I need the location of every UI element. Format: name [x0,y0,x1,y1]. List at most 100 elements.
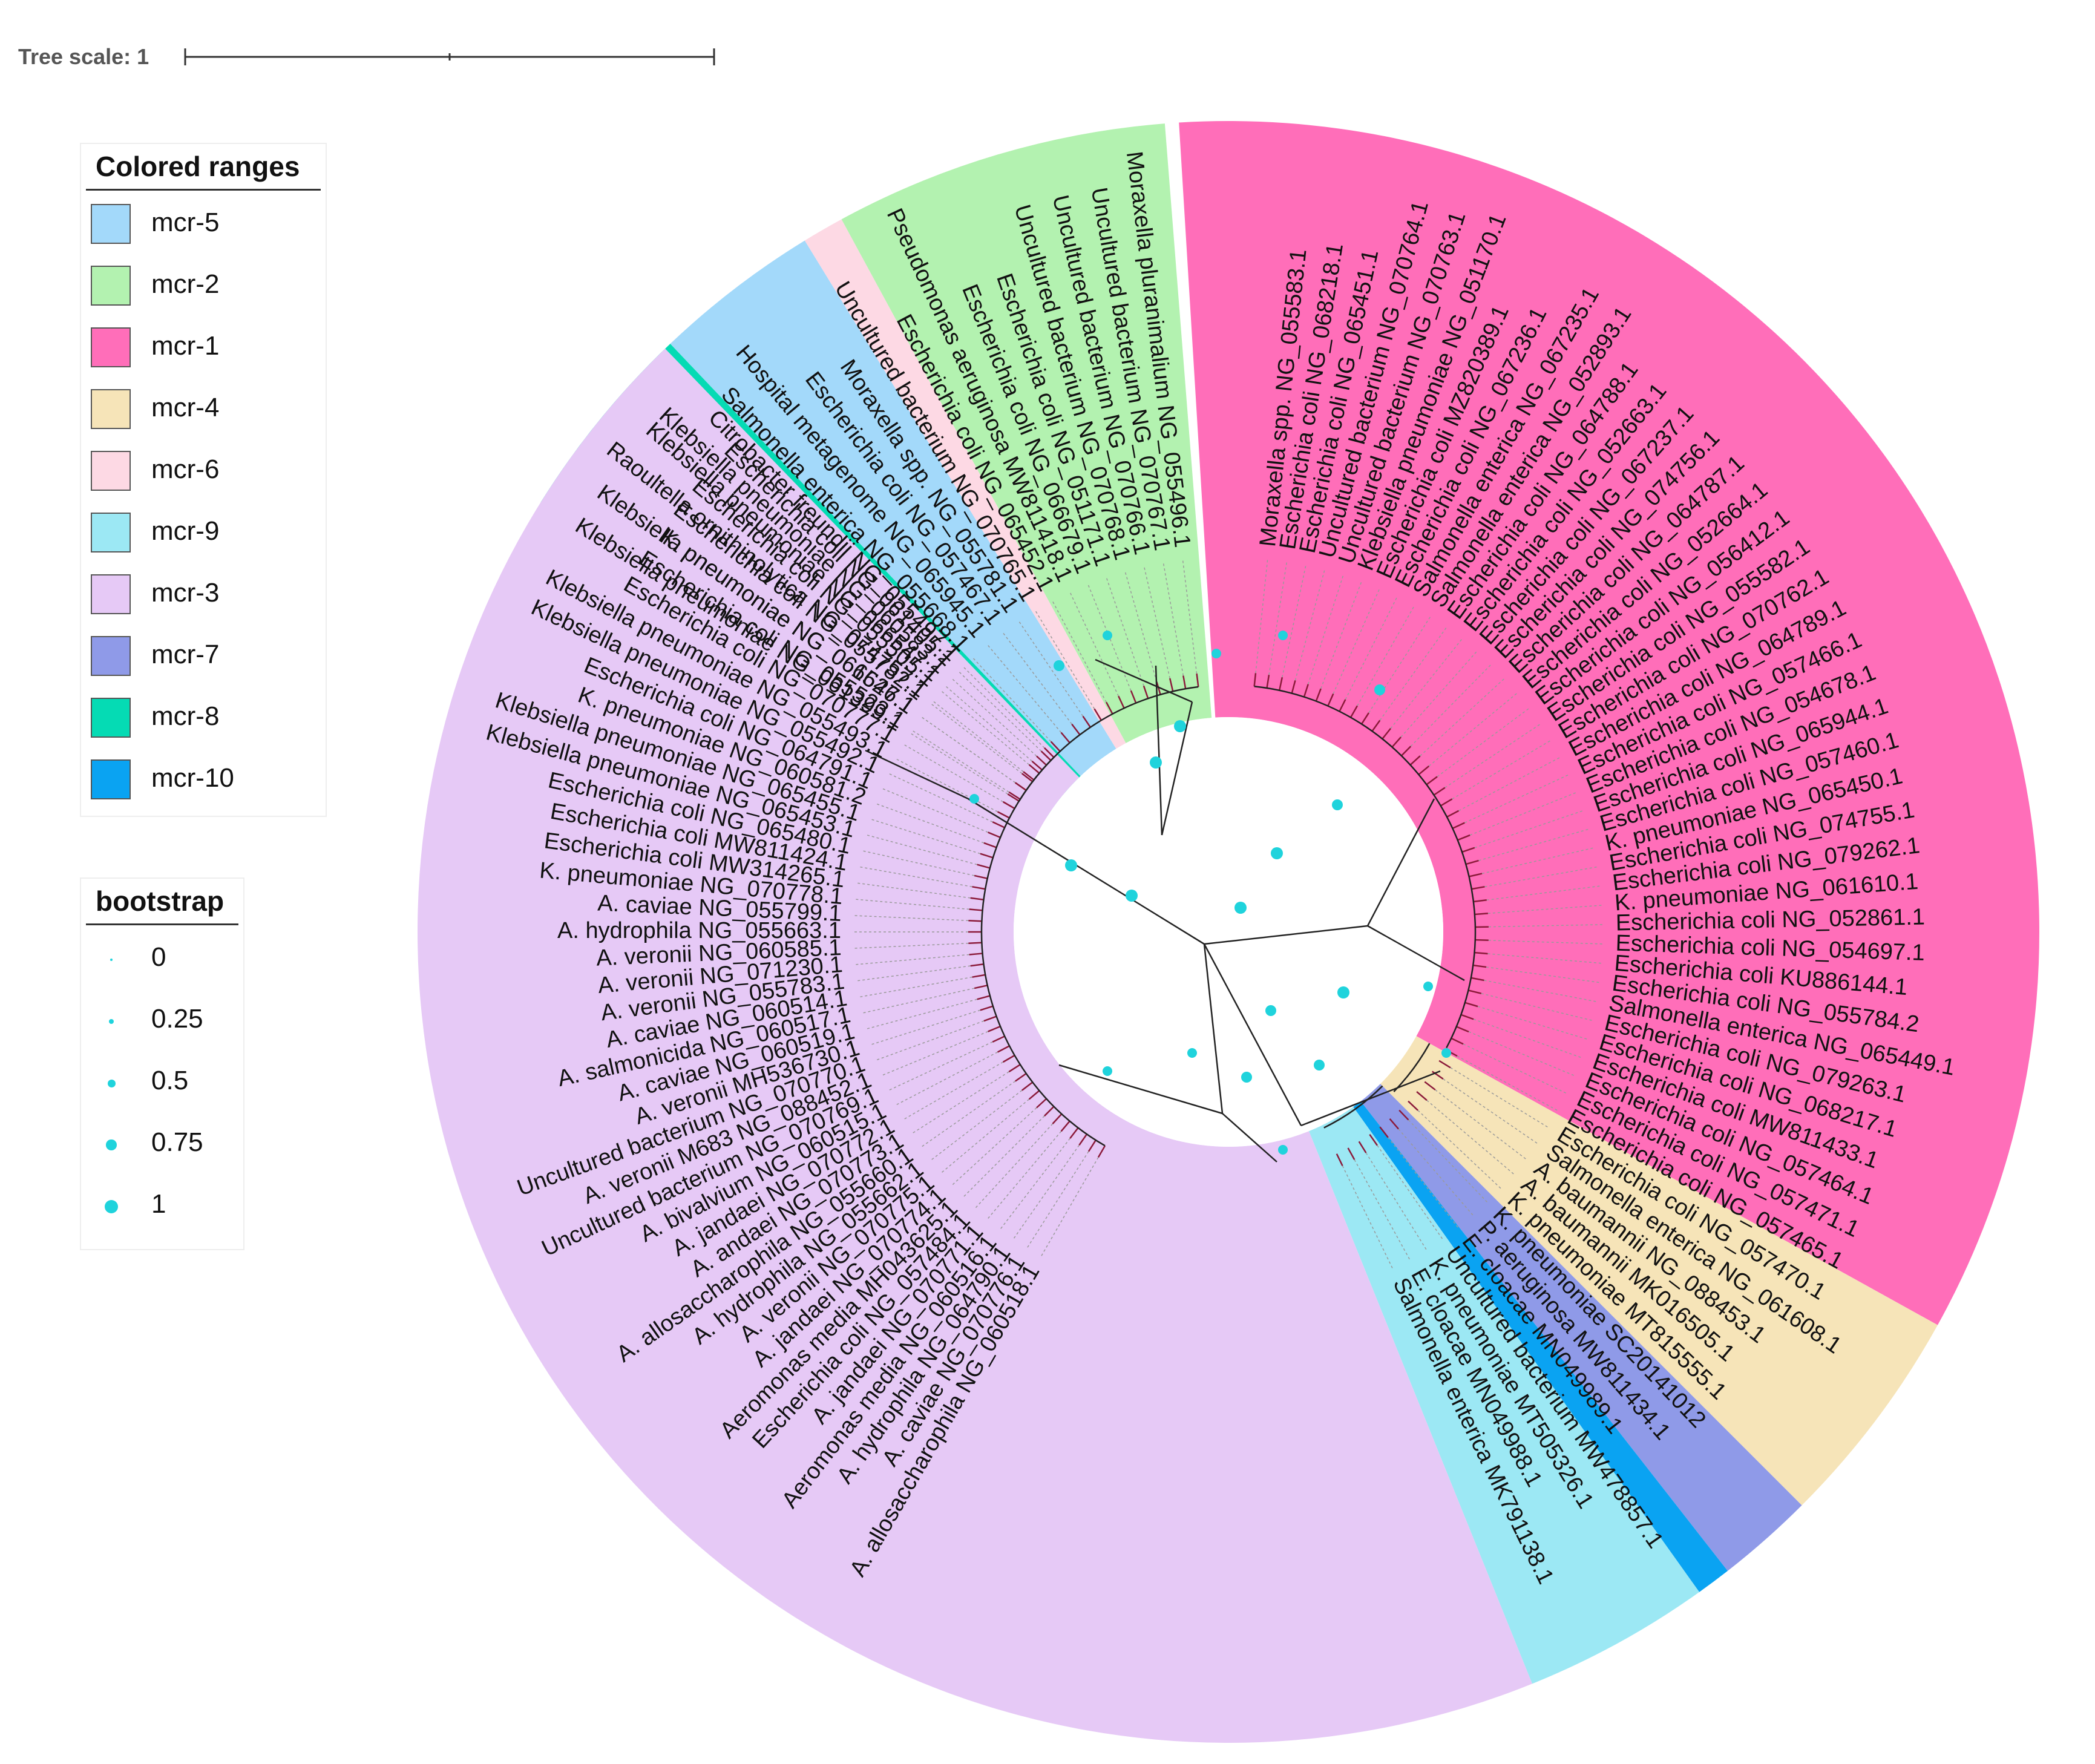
terminal-branch [1008,791,1021,800]
terminal-branch [1078,1133,1088,1146]
terminal-branch [997,1045,1010,1053]
range-sector-mcr-6 [804,219,1126,749]
legend-swatch [91,327,131,367]
legend-label: mcr-4 [151,393,220,422]
terminal-branch [1416,1091,1428,1101]
bootstrap-node [1374,684,1385,695]
bootstrap-dot [105,1200,118,1213]
terminal-branch [1418,765,1430,775]
bootstrap-legend: bootstrap 0 0.25 0.5 0.75 1 [80,877,244,1250]
legend-row-mcr-10: mcr-10 [81,750,326,812]
bootstrap-node [1174,720,1186,732]
bootstrap-row: 0 [81,929,243,991]
terminal-branch [983,1015,997,1022]
terminal-branch [1143,686,1149,699]
terminal-branch [1118,695,1125,709]
legend-swatch [91,574,131,614]
terminal-branch [1452,822,1465,829]
terminal-branch [1093,708,1102,721]
terminal-branch [1440,798,1453,807]
branch-to-mcr9 [1203,943,1302,1126]
terminal-branch [1391,736,1402,748]
terminal-branch [1182,675,1187,689]
terminal-branch [1069,1127,1079,1139]
legend-swatch [91,759,131,799]
branch-to-mcr1-top [1366,798,1435,926]
terminal-branch [1468,989,1482,994]
terminal-branch [1130,690,1137,704]
clade-arc-mcr7-9 [1323,1085,1383,1129]
terminal-branch [1474,951,1488,955]
legend-row-mcr-6: mcr-6 [81,441,326,503]
terminal-branch [1371,720,1381,732]
terminal-branch [1469,873,1483,877]
legend-row-mcr-3: mcr-3 [81,565,326,626]
bootstrap-node [1265,1005,1276,1016]
terminal-branch [977,864,991,869]
terminal-branch [1315,688,1322,702]
terminal-branch [1023,771,1035,781]
terminal-branch [968,919,982,922]
terminal-branch [1361,712,1369,725]
branch-to-mcr8 [1095,658,1193,703]
terminal-branch [1031,760,1043,771]
terminal-branch [1369,1133,1378,1146]
bootstrap-row: 0.75 [81,1114,243,1176]
range-sector-mcr-9 [1308,1107,1700,1684]
terminal-branch [1044,747,1055,758]
terminal-branch [1336,1153,1343,1167]
range-sector-mcr-2 [841,123,1212,744]
terminal-branch [1471,886,1485,890]
terminal-branch [1433,787,1446,796]
terminal-branch [997,811,1010,819]
tree-center-disc [1014,717,1443,1147]
bootstrap-node [1271,847,1283,859]
terminal-branch [1082,715,1091,728]
terminal-branch [972,974,986,978]
branch-to-mcr7 [1300,1070,1441,1127]
terminal-branch [1431,1071,1444,1080]
terminal-branch [1291,680,1296,694]
terminal-branch [1460,1014,1474,1020]
terminal-branch [1464,1002,1478,1008]
legend-swatch [91,451,131,491]
bootstrap-node [1103,1066,1112,1076]
terminal-branch [1050,741,1061,752]
bootstrap-dot [106,1139,117,1150]
terminal-branch [1457,834,1470,841]
legend-label: mcr-2 [151,269,220,299]
bootstrap-node [1278,631,1288,640]
branch-to-mcr1 [1204,925,1368,945]
branch-mcr3-sub [1058,1064,1223,1115]
long-branch-mcr3 [968,798,1205,945]
terminal-branch [1327,693,1334,707]
terminal-branch [1339,699,1346,712]
terminal-branch [980,853,994,859]
terminal-branch [1087,1139,1097,1152]
bootstrap-node [1423,982,1433,991]
bootstrap-node [1187,1048,1197,1058]
terminal-branch [1456,1026,1469,1033]
terminal-branch [1461,847,1475,853]
terminal-branch [1002,801,1015,810]
branch-mcr3-root [865,749,969,800]
terminal-branch [1473,964,1487,968]
legend-swatch [91,389,131,429]
bootstrap-value-label: 0.75 [151,1127,203,1157]
legend-label: mcr-6 [151,454,220,484]
bootstrap-value-label: 0 [151,942,166,972]
terminal-branch [1169,678,1174,692]
bootstrap-dot [110,959,113,961]
legend-row-mcr-9: mcr-9 [81,503,326,565]
terminal-branch [1389,1118,1399,1130]
legend-label: mcr-5 [151,208,220,237]
terminal-branch [1474,913,1488,916]
tree-scale-label: Tree scale: 1 [18,44,149,69]
legend-label: mcr-8 [151,701,220,731]
terminal-branch [1015,782,1027,792]
terminal-branch [1266,675,1270,689]
legend-row-mcr-1: mcr-1 [81,318,326,379]
range-sector-mcr-3 [418,349,1532,1743]
legend-row-mcr-7: mcr-7 [81,626,326,688]
bootstrap-value-label: 0.25 [151,1004,203,1034]
